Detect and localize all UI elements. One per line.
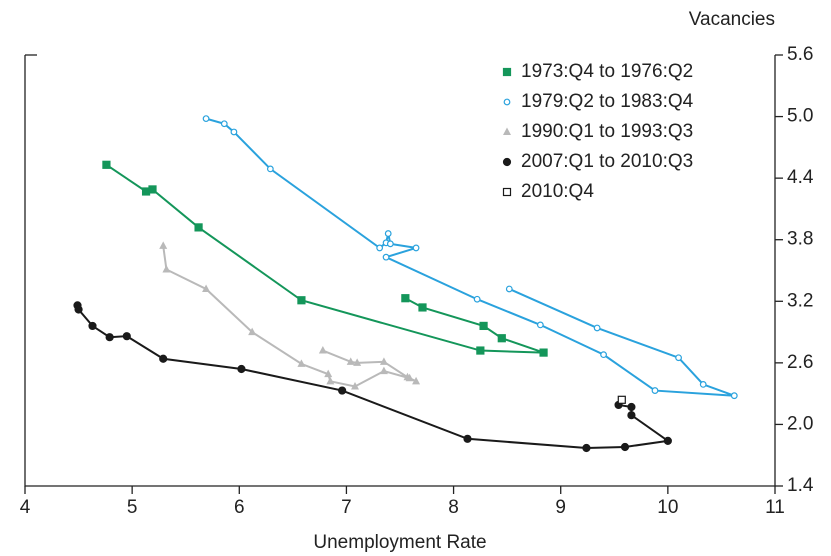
x-tick-label: 6	[234, 497, 245, 518]
marker	[539, 348, 548, 357]
marker	[463, 434, 472, 443]
marker	[627, 411, 636, 420]
x-tick-label: 9	[555, 497, 566, 518]
marker	[379, 357, 388, 365]
marker	[237, 364, 246, 374]
marker	[324, 369, 333, 378]
marker	[386, 240, 394, 248]
marker	[159, 241, 168, 249]
marker	[699, 381, 707, 388]
marker	[382, 253, 390, 261]
marker	[675, 354, 682, 362]
legend-label: 2010:Q4	[521, 181, 594, 202]
x-axis-label: Unemployment Rate	[313, 532, 486, 553]
marker	[582, 443, 591, 453]
marker	[600, 351, 607, 359]
marker	[412, 244, 420, 252]
marker	[338, 386, 347, 395]
marker	[617, 395, 626, 404]
x-tick-label: 10	[657, 497, 678, 518]
legend-marker	[502, 187, 512, 197]
marker	[297, 296, 306, 305]
marker	[248, 327, 257, 336]
x-tick-label: 11	[765, 497, 785, 518]
y-tick-label: 3.8	[787, 229, 813, 250]
marker	[297, 359, 306, 367]
marker	[88, 321, 97, 331]
legend-label: 2007:Q1 to 2010:Q3	[521, 151, 693, 172]
legend-label: 1990:Q1 to 1993:Q3	[521, 121, 693, 142]
marker	[220, 120, 228, 128]
marker	[627, 402, 636, 412]
marker	[401, 294, 410, 303]
legend-label: 1979:Q2 to 1983:Q4	[521, 91, 694, 112]
marker	[351, 381, 359, 390]
marker	[266, 165, 274, 173]
axis-frame	[24, 55, 776, 487]
marker	[230, 128, 238, 136]
marker	[403, 372, 412, 381]
marker	[159, 354, 168, 363]
marker	[74, 305, 83, 314]
marker	[476, 346, 485, 355]
marker	[418, 303, 427, 312]
x-tick-label: 8	[448, 497, 459, 518]
marker	[202, 115, 210, 123]
marker	[122, 332, 131, 341]
y-tick-label: 2.0	[787, 413, 813, 434]
marker	[376, 244, 384, 252]
legend-marker	[503, 127, 511, 135]
y-tick-label: 5.6	[787, 44, 813, 65]
marker	[497, 334, 506, 343]
marker	[651, 387, 659, 394]
marker	[620, 442, 630, 452]
marker	[473, 295, 481, 303]
marker	[194, 223, 203, 232]
legend-marker	[502, 157, 512, 167]
marker	[663, 436, 672, 445]
marker	[536, 321, 544, 329]
y-tick-label: 2.6	[787, 352, 813, 373]
marker	[105, 333, 114, 342]
y-tick-label: 4.4	[787, 167, 814, 188]
y-tick-label: 3.2	[787, 290, 813, 311]
x-tick-label: 5	[127, 497, 138, 518]
marker	[148, 185, 157, 194]
x-tick-label: 7	[341, 497, 352, 518]
series-line	[105, 163, 544, 354]
marker	[318, 346, 327, 354]
marker	[353, 358, 362, 366]
marker	[593, 324, 601, 332]
marker	[379, 366, 388, 375]
y-axis-label: Vacancies	[689, 9, 775, 30]
legend-marker	[502, 67, 512, 77]
series-line	[162, 245, 417, 388]
marker	[162, 264, 171, 273]
x-tick-label: 4	[20, 497, 31, 518]
marker	[384, 230, 392, 237]
marker	[505, 285, 513, 293]
marker	[479, 321, 488, 331]
marker	[412, 376, 421, 385]
marker	[326, 376, 335, 385]
marker	[346, 357, 355, 365]
legend-label: 1973:Q4 to 1976:Q2	[521, 61, 693, 82]
marker	[202, 284, 211, 292]
y-tick-label: 1.4	[787, 475, 814, 496]
marker	[730, 392, 738, 400]
marker	[102, 160, 111, 169]
y-tick-label: 5.0	[787, 106, 813, 127]
legend-marker	[503, 98, 511, 106]
